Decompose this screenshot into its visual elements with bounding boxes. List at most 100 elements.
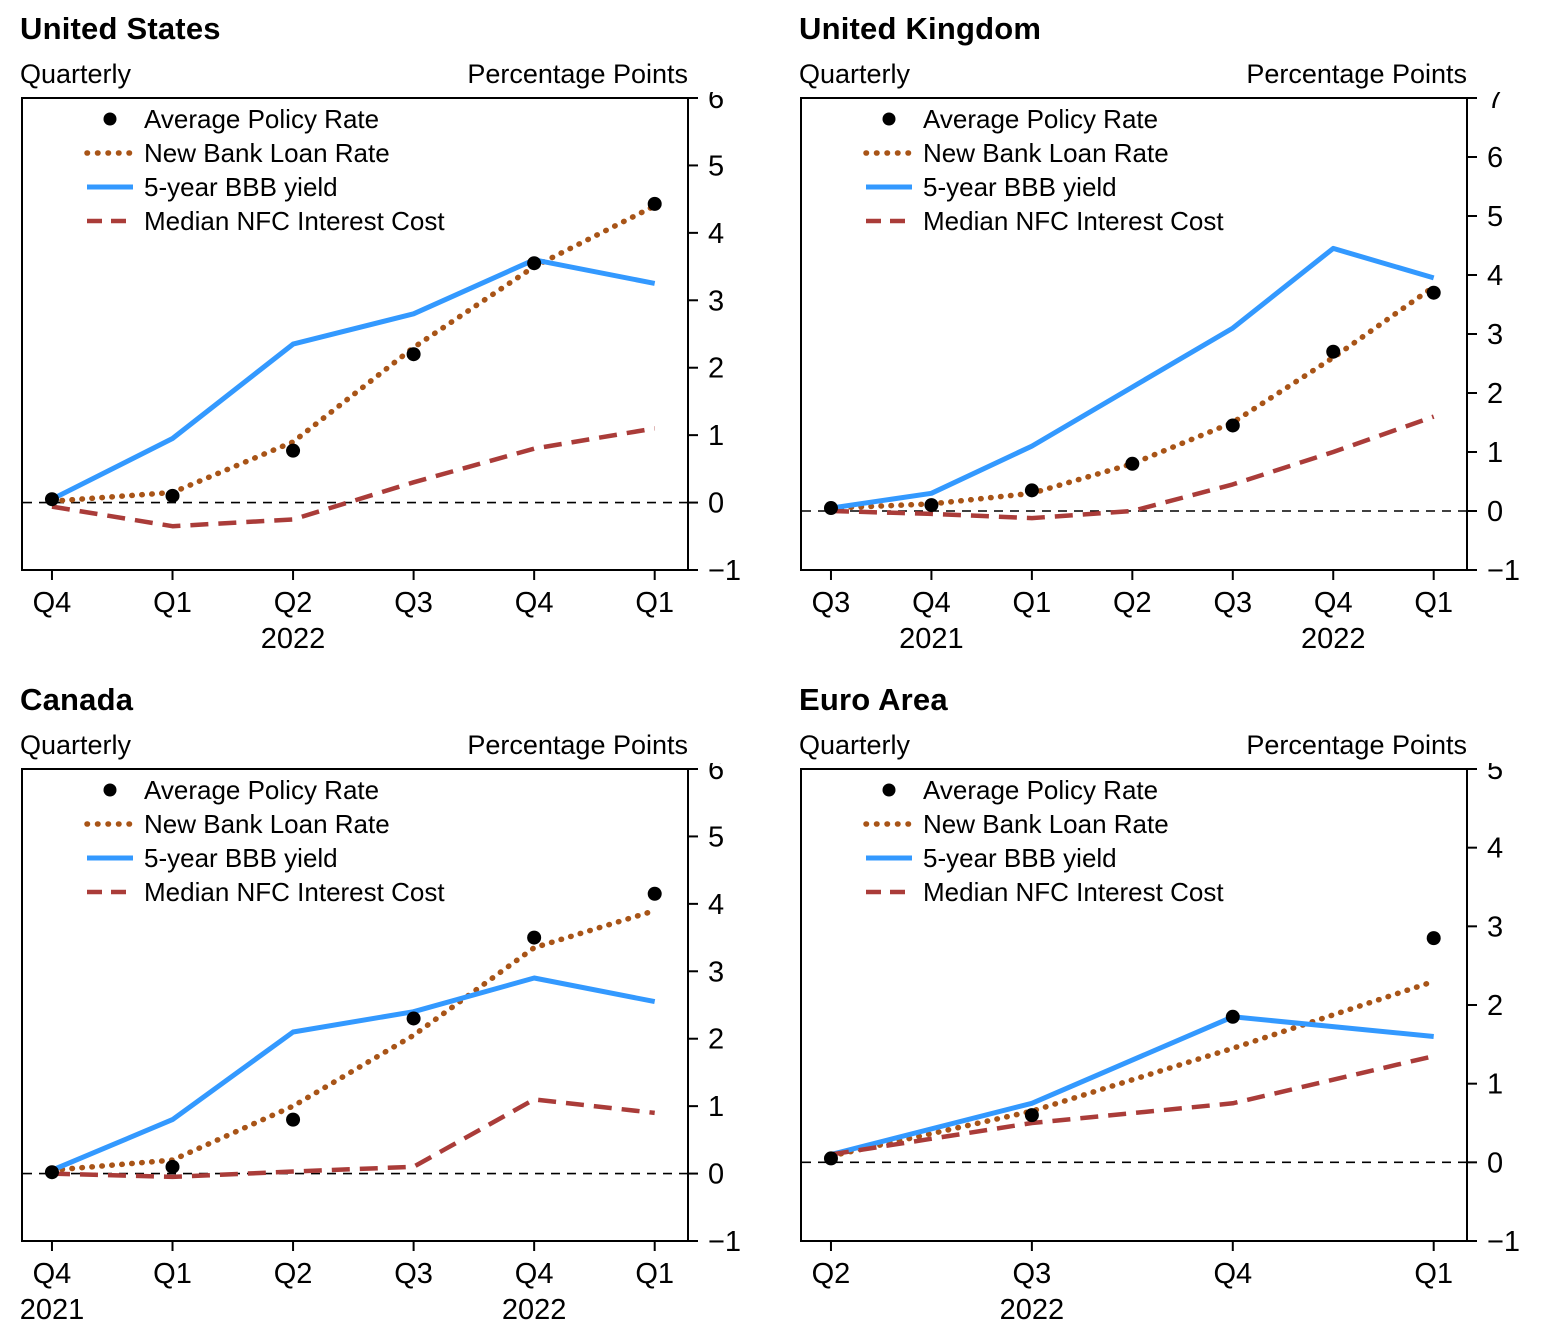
chart-panel-united-states: United States Quarterly Percentage Point…: [0, 0, 779, 671]
y-tick-label: 4: [1487, 260, 1503, 292]
y-tick-label: 3: [1487, 911, 1503, 943]
year-label: 2022: [1301, 623, 1366, 655]
y-tick-label: 1: [708, 1091, 724, 1123]
x-tick-label: Q2: [274, 587, 313, 619]
legend-dot-marker: [103, 783, 117, 797]
policy-rate-dot: [527, 930, 542, 945]
y-tick-label: 6: [708, 763, 724, 786]
y-tick-label: 2: [708, 353, 724, 385]
legend-dot-marker: [103, 112, 117, 126]
y-tick-label: 3: [1487, 319, 1503, 351]
y-tick-label: 0: [1487, 1147, 1503, 1179]
policy-rate-dot: [406, 1011, 421, 1026]
policy-rate-dot: [647, 196, 662, 211]
legend-dot-marker: [882, 112, 896, 126]
chart-canvas-canada: −1 0 1 2 3 4 5 6 Q4 Q1 Q2 Q3 Q4 Q1 2021 2022 Average Pol…: [20, 763, 741, 1326]
year-label: 2022: [1000, 1294, 1065, 1326]
series-line-dashed: [51, 1097, 655, 1180]
y-tick-label: 7: [1487, 92, 1503, 115]
y-tick-label: 1: [708, 420, 724, 452]
legend-label: Median NFC Interest Cost: [923, 877, 1224, 907]
policy-rate-dot: [823, 501, 838, 516]
y-tick-label: 3: [708, 956, 724, 988]
policy-rate-dot: [1225, 1009, 1240, 1024]
chart-panel-euro-area: Euro Area Quarterly Percentage Points −1…: [779, 671, 1558, 1342]
y-axis-unit-label: Percentage Points: [1246, 59, 1467, 89]
legend-label: New Bank Loan Rate: [144, 809, 390, 839]
policy-rate-dot: [1426, 931, 1441, 946]
x-tick-label: Q1: [153, 1258, 192, 1290]
y-tick-label: −1: [708, 555, 741, 587]
policy-rate-dot: [1024, 1108, 1039, 1123]
y-tick-label: −1: [1487, 1226, 1520, 1258]
y-tick-label: 0: [708, 488, 724, 520]
series-line-solid: [830, 1014, 1434, 1157]
series-line-dashed: [51, 426, 656, 529]
y-tick-label: 1: [1487, 437, 1503, 469]
policy-rate-dot: [1326, 344, 1341, 359]
y-tick-label: 5: [708, 150, 724, 182]
axis-header-row: Quarterly Percentage Points: [20, 729, 688, 761]
y-axis-unit-label: Percentage Points: [1246, 730, 1467, 760]
x-tick-label: Q3: [1013, 1258, 1052, 1290]
x-tick-label: Q1: [635, 1258, 674, 1290]
chart-title: United Kingdom: [799, 11, 1042, 46]
legend-label: Average Policy Rate: [144, 104, 379, 134]
legend-label: Median NFC Interest Cost: [923, 206, 1224, 236]
chart-panel-united-kingdom: United Kingdom Quarterly Percentage Poin…: [779, 0, 1558, 671]
y-tick-label: 4: [708, 218, 724, 250]
policy-rate-dot: [44, 492, 59, 507]
axis-header-row: Quarterly Percentage Points: [799, 58, 1467, 90]
y-tick-label: 6: [708, 92, 724, 115]
policy-rate-dot: [1125, 456, 1140, 471]
chart-panel-canada: Canada Quarterly Percentage Points −1 0 1 2…: [0, 671, 779, 1342]
x-tick-label: Q4: [1314, 587, 1353, 619]
y-tick-label: −1: [1487, 555, 1520, 587]
x-tick-label: Q3: [812, 587, 851, 619]
y-tick-label: 2: [708, 1024, 724, 1056]
series-line-solid: [830, 245, 1435, 511]
x-tick-label: Q3: [394, 587, 433, 619]
chart-title: United States: [20, 11, 221, 46]
y-tick-label: 5: [708, 821, 724, 853]
series-line-dashed: [830, 1053, 1435, 1157]
policy-rate-dot: [1024, 483, 1039, 498]
x-tick-label: Q4: [515, 587, 554, 619]
legend-label: Average Policy Rate: [923, 775, 1158, 805]
chart-canvas-united-kingdom: −1 0 1 2 3 4 5 6 7 Q3 Q4 Q1 Q2 Q3 Q4 Q1 2021 2022 Average …: [800, 92, 1520, 655]
year-label: 2022: [261, 623, 326, 655]
x-tick-label: Q3: [1213, 587, 1252, 619]
y-axis-unit-label: Percentage Points: [467, 730, 688, 760]
legend-label: Median NFC Interest Cost: [144, 206, 445, 236]
x-tick-label: Q1: [635, 587, 674, 619]
y-tick-label: 2: [1487, 378, 1503, 410]
y-tick-label: −1: [708, 1226, 741, 1258]
policy-rate-dot: [1225, 418, 1240, 433]
x-tick-label: Q4: [912, 587, 951, 619]
plot-border: [21, 97, 689, 571]
series-line-solid: [50, 257, 656, 502]
plot-border: [800, 768, 1468, 1242]
y-tick-label: 1: [1487, 1069, 1503, 1101]
legend-label: 5-year BBB yield: [144, 172, 338, 202]
x-tick-label: Q3: [394, 1258, 433, 1290]
series-line-dotted: [49, 907, 658, 1173]
legend-label: 5-year BBB yield: [923, 843, 1117, 873]
legend-label: Average Policy Rate: [144, 775, 379, 805]
x-tick-label: Q4: [515, 1258, 554, 1290]
y-tick-label: 2: [1487, 990, 1503, 1022]
legend-label: New Bank Loan Rate: [923, 809, 1169, 839]
policy-rate-dot: [647, 886, 662, 901]
policy-rate-dot: [44, 1165, 59, 1180]
policy-rate-dot: [406, 347, 421, 362]
x-tick-label: Q1: [1013, 587, 1052, 619]
axis-header-row: Quarterly Percentage Points: [20, 58, 688, 90]
y-tick-label: 4: [708, 889, 724, 921]
legend-label: New Bank Loan Rate: [144, 138, 390, 168]
chart-canvas-united-states: −1 0 1 2 3 4 5 6 Q4 Q1 Q2 Q3 Q4 Q1 2022 Average Policy …: [21, 92, 741, 655]
chart-title: Canada: [20, 682, 134, 717]
chart-canvas-euro-area: −1 0 1 2 3 4 5 Q2 Q3 Q4 Q1 2022 Average Policy Rate N…: [800, 763, 1520, 1326]
year-label: 2021: [20, 1294, 84, 1326]
legend-dot-marker: [882, 783, 896, 797]
